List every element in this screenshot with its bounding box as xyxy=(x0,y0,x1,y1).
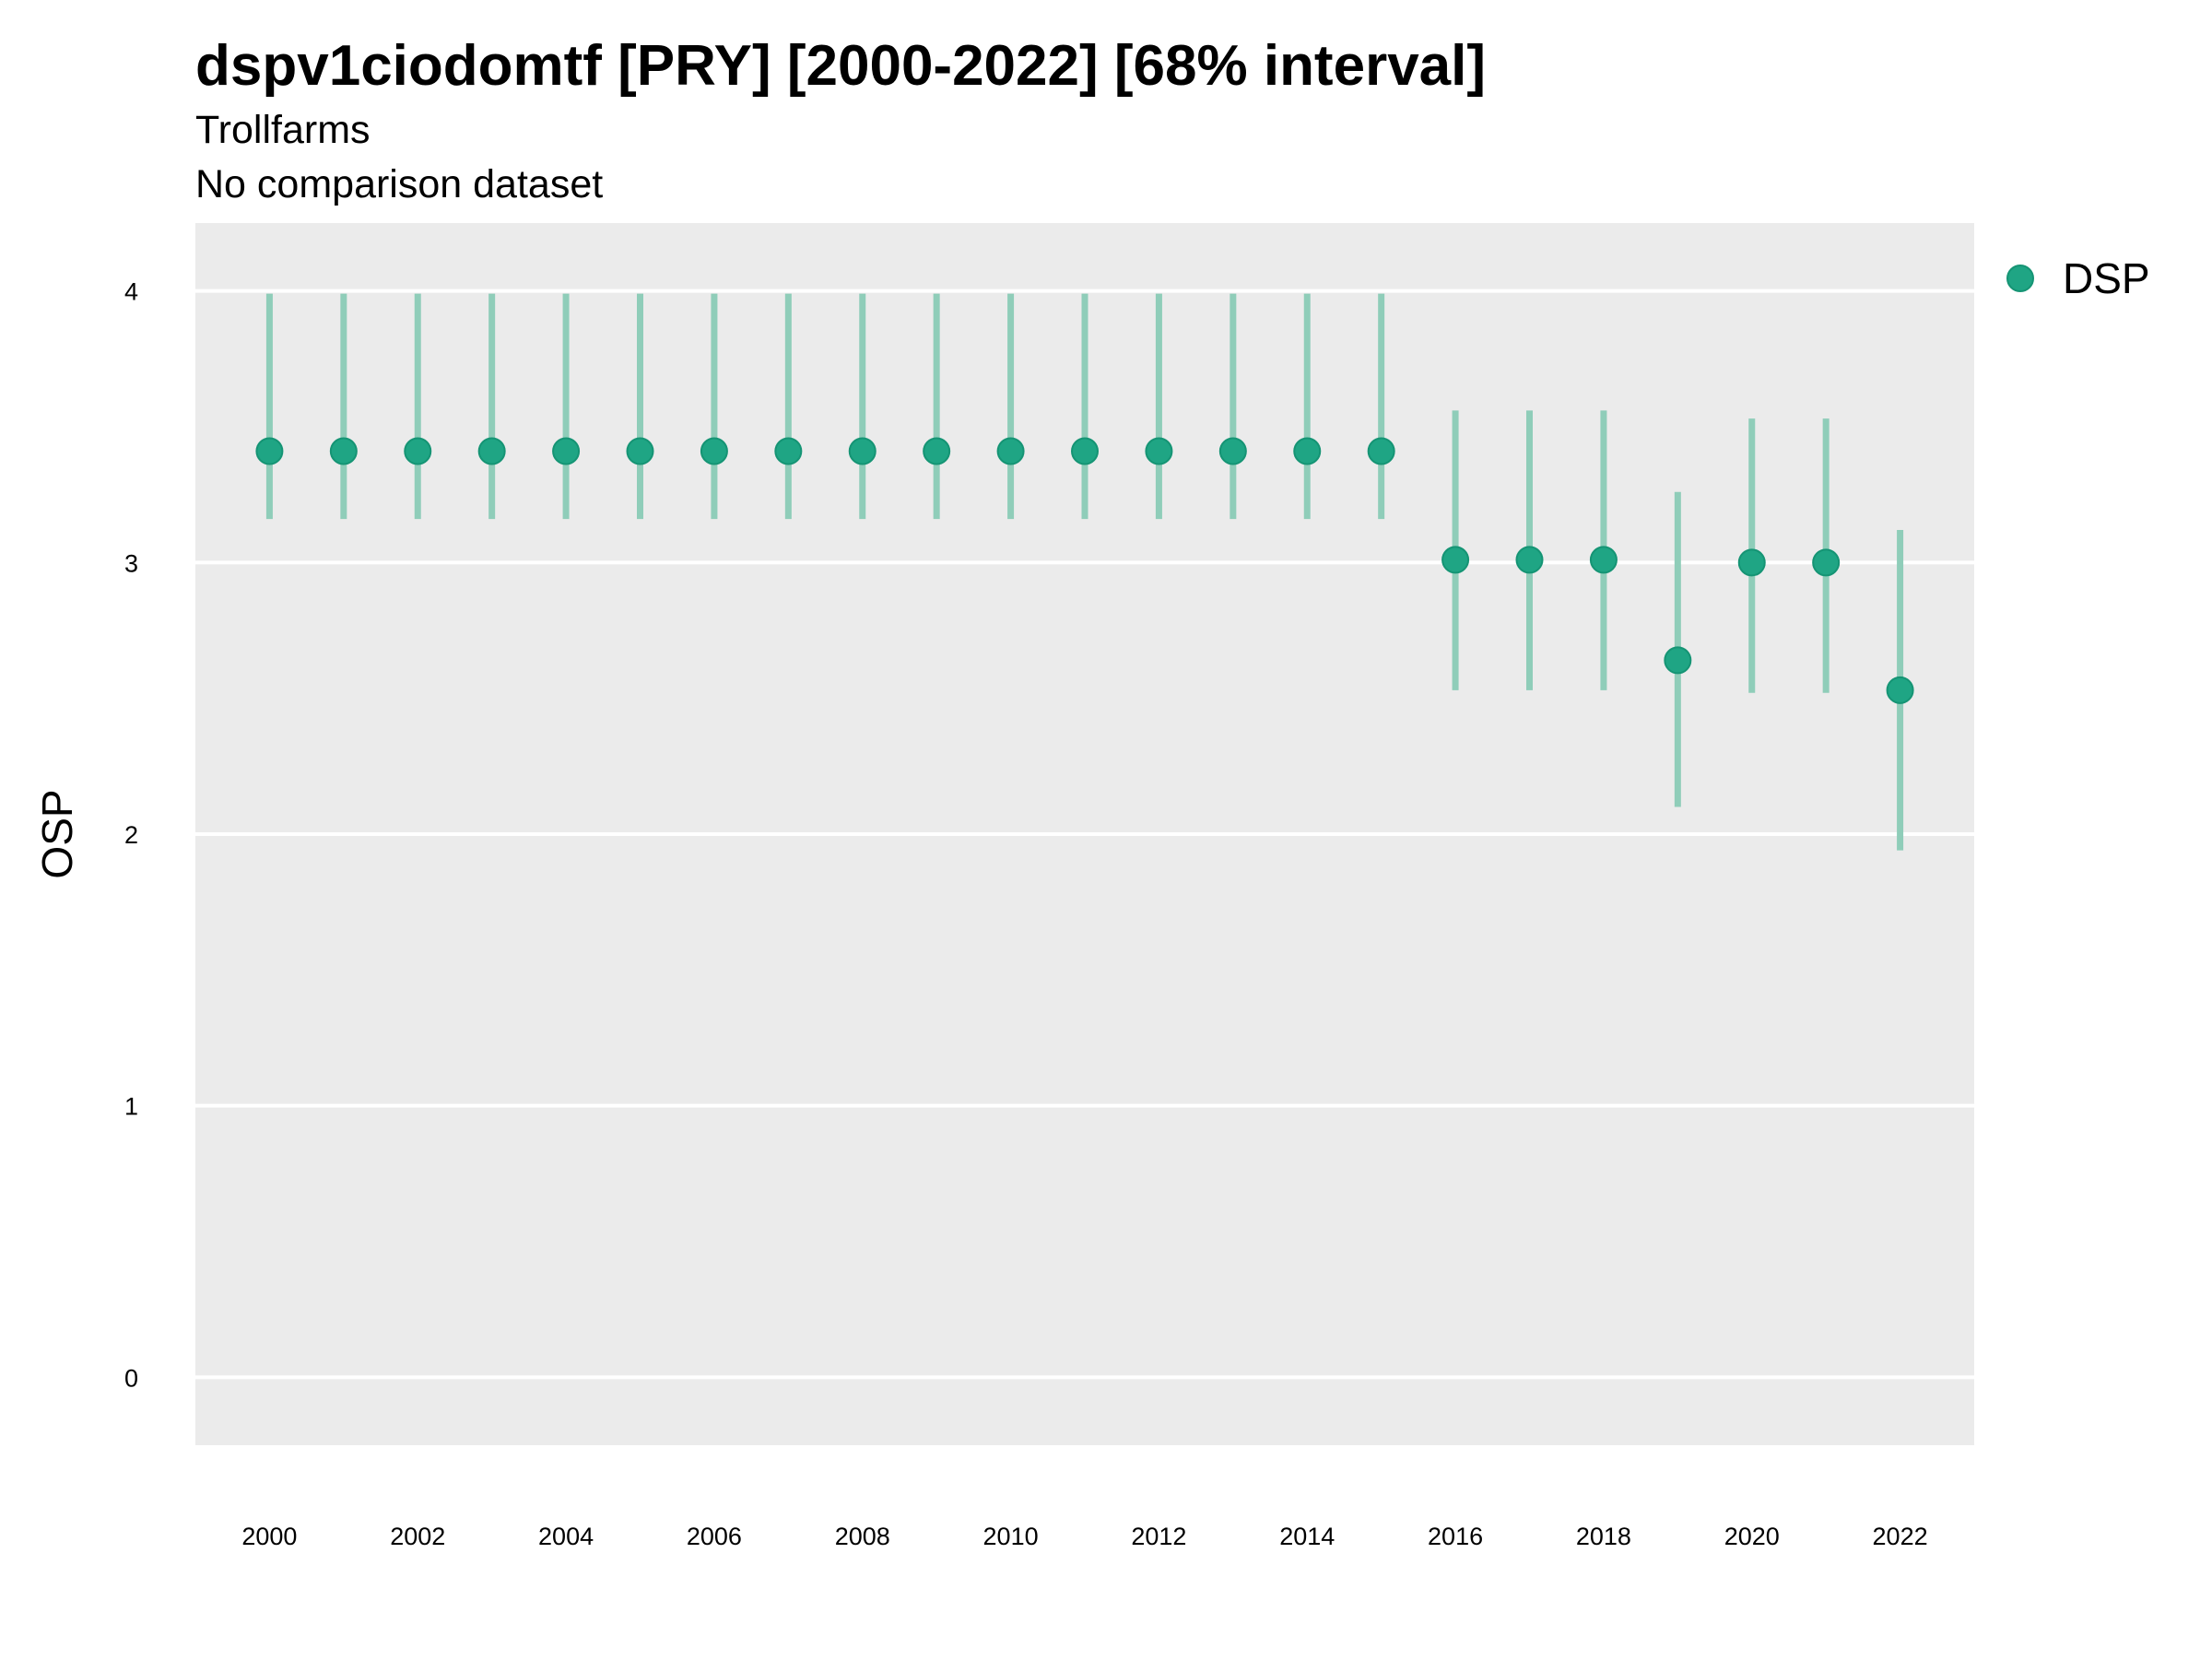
y-axis-title: OSP xyxy=(33,789,81,878)
data-point-2020 xyxy=(1737,548,1766,577)
y-tick-label-4: 4 xyxy=(124,278,138,306)
x-tick-label-2002: 2002 xyxy=(390,1523,445,1550)
data-point-2012 xyxy=(1145,437,1173,465)
x-tick-label-2020: 2020 xyxy=(1724,1523,1780,1550)
y-tick-label-0: 0 xyxy=(124,1364,138,1392)
data-point-2017 xyxy=(1515,546,1544,574)
x-tick-label-2016: 2016 xyxy=(1428,1523,1483,1550)
data-point-2013 xyxy=(1218,437,1247,465)
data-point-2015 xyxy=(1367,437,1395,465)
y-tick-label-3: 3 xyxy=(124,549,138,577)
legend-swatch-dsp xyxy=(2006,265,2034,292)
data-point-2006 xyxy=(700,437,728,465)
data-point-2002 xyxy=(404,437,432,465)
legend: DSP xyxy=(2006,254,2150,302)
data-point-2019 xyxy=(1664,646,1692,675)
y-axis-ticks: 0 1 2 3 4 xyxy=(124,278,138,1393)
grid-lines xyxy=(195,288,1974,1380)
data-point-2008 xyxy=(848,437,877,465)
data-points xyxy=(255,437,1914,704)
x-axis-ticks: 2000 2002 2004 2006 2008 2010 2012 2014 2016 2018… xyxy=(241,1523,1927,1550)
legend-label-dsp: DSP xyxy=(2063,254,2150,302)
data-point-2005 xyxy=(626,437,654,465)
x-tick-label-2010: 2010 xyxy=(983,1523,1039,1550)
data-point-2016 xyxy=(1441,546,1470,574)
data-point-2021 xyxy=(1812,548,1841,577)
data-point-2018 xyxy=(1589,546,1618,574)
data-point-2022 xyxy=(1886,676,1914,704)
x-tick-label-2012: 2012 xyxy=(1131,1523,1186,1550)
x-tick-label-2022: 2022 xyxy=(1873,1523,1928,1550)
y-tick-label-1: 1 xyxy=(124,1093,138,1121)
chart-subtitle-2: No comparison dataset xyxy=(195,162,603,206)
chart-title: dspv1ciodomtf [PRY] [2000-2022] [68% int… xyxy=(195,34,1486,98)
data-point-2014 xyxy=(1293,437,1322,465)
data-point-2009 xyxy=(923,437,951,465)
data-point-2010 xyxy=(996,437,1025,465)
x-tick-label-2014: 2014 xyxy=(1279,1523,1335,1550)
x-tick-label-2000: 2000 xyxy=(241,1523,297,1550)
data-point-2011 xyxy=(1071,437,1099,465)
x-tick-label-2004: 2004 xyxy=(538,1523,594,1550)
x-tick-label-2006: 2006 xyxy=(687,1523,742,1550)
data-point-2007 xyxy=(774,437,803,465)
x-tick-label-2008: 2008 xyxy=(835,1523,890,1550)
x-tick-label-2018: 2018 xyxy=(1576,1523,1631,1550)
chart-subtitle: Trollfarms xyxy=(195,108,371,152)
data-point-2000 xyxy=(255,437,284,465)
y-tick-label-2: 2 xyxy=(124,821,138,849)
data-point-2004 xyxy=(552,437,581,465)
data-point-2001 xyxy=(329,437,358,465)
data-point-2003 xyxy=(477,437,506,465)
